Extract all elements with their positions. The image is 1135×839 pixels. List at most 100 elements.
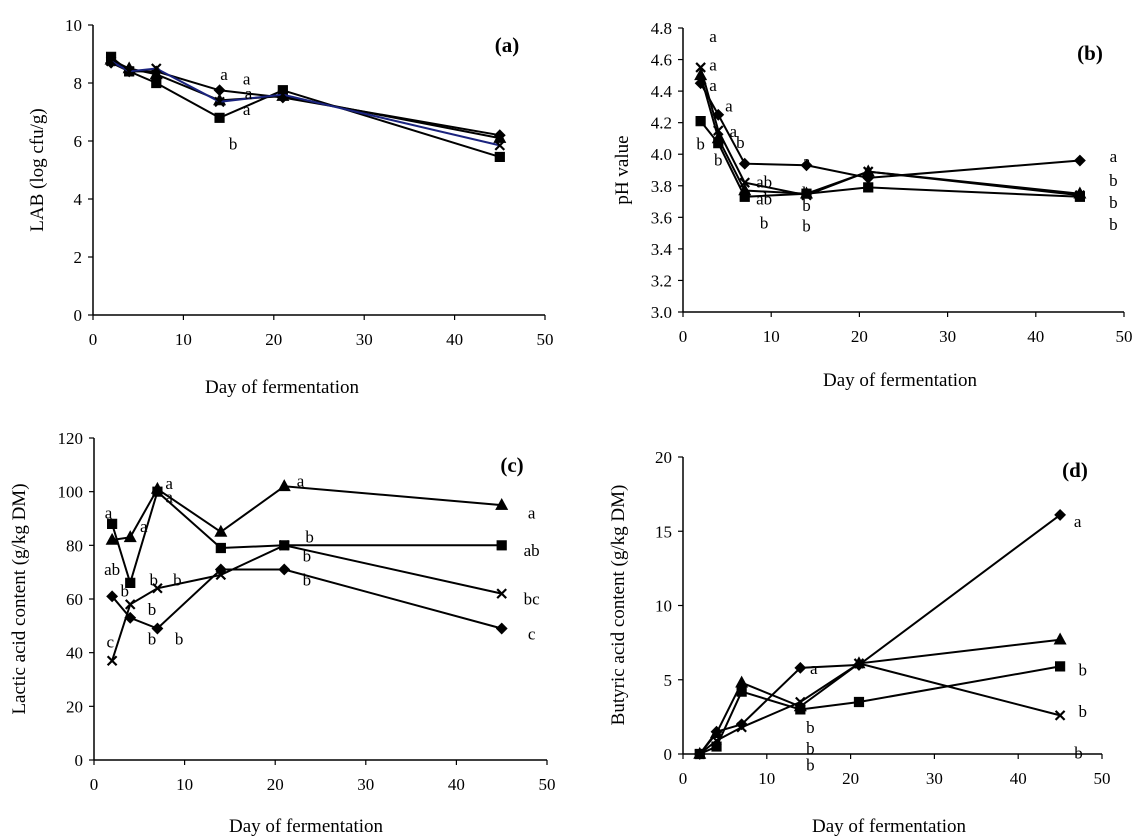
data-point-cross — [853, 658, 865, 669]
y-tick-label: 3.6 — [651, 208, 672, 227]
x-tick-label: 10 — [758, 769, 775, 788]
data-point-square — [853, 696, 865, 708]
x-tick-label: 30 — [926, 769, 943, 788]
data-point-triangle — [735, 675, 749, 688]
x-tick-label: 40 — [448, 775, 465, 794]
significance-label: b — [1109, 193, 1118, 212]
significance-label: bc — [524, 589, 541, 608]
significance-label: b — [760, 213, 769, 232]
y-tick-label: 4 — [74, 190, 83, 209]
x-tick-label: 10 — [176, 775, 193, 794]
data-point-diamond — [794, 661, 807, 674]
x-tick-label: 10 — [175, 330, 192, 349]
y-tick-label: 3.8 — [651, 177, 672, 196]
series-line-cross — [111, 544, 502, 662]
x-tick-label: 0 — [679, 769, 688, 788]
chart-panel-4: 0 10 20 30 40 50 0 5 10 15 20 Day of fermentation Bu… — [608, 448, 1111, 837]
significance-label: b — [303, 546, 312, 565]
data-point-triangle — [1053, 632, 1067, 645]
data-point-triangle — [277, 479, 291, 492]
x-axis-title: Day of fermentation — [812, 816, 967, 837]
series-line-square — [699, 665, 1061, 755]
data-point-diamond — [738, 157, 751, 170]
significance-label: a — [709, 56, 717, 75]
data-point-diamond — [278, 563, 291, 576]
x-axis-title: Day of fermentation — [229, 816, 384, 837]
y-axis-title: pH value — [612, 135, 633, 204]
significance-label: b — [806, 755, 815, 774]
data-point-triangle — [105, 532, 119, 545]
x-tick-label: 10 — [763, 327, 780, 346]
data-point-cross — [694, 748, 706, 760]
data-point-cross — [123, 66, 135, 77]
y-tick-label: 4.8 — [651, 19, 672, 38]
series-line-square — [110, 56, 501, 158]
y-tick-label: 0 — [664, 745, 673, 764]
x-tick-label: 40 — [1027, 327, 1044, 346]
significance-label: b — [696, 134, 705, 153]
y-tick-label: 20 — [66, 697, 83, 716]
series-line-square — [111, 489, 502, 587]
y-tick-label: 4.0 — [651, 145, 672, 164]
data-point-square — [863, 182, 874, 193]
data-point-cross — [215, 569, 227, 581]
data-point-cross — [711, 735, 722, 746]
data-point-diamond — [1073, 154, 1086, 167]
significance-label: b — [121, 581, 130, 600]
data-point-cross — [496, 588, 507, 599]
data-point-square — [496, 540, 507, 551]
y-tick-label: 2 — [74, 248, 83, 267]
significance-label: a — [220, 65, 228, 84]
significance-label: b — [806, 718, 815, 737]
series-line-cross — [699, 67, 1081, 197]
x-axis-title: Day of fermentation — [823, 370, 978, 391]
data-point-cross — [1074, 189, 1086, 201]
significance-label: a — [245, 84, 253, 103]
data-point-square — [151, 77, 162, 89]
significance-label: b — [802, 217, 811, 236]
x-tick-label: 50 — [537, 330, 554, 349]
x-tick-label: 20 — [267, 775, 284, 794]
y-tick-label: 120 — [58, 429, 84, 448]
x-tick-label: 20 — [851, 327, 868, 346]
data-point-cross — [736, 721, 747, 733]
significance-label: b — [802, 183, 811, 202]
significance-label: b — [1078, 702, 1087, 721]
y-tick-label: 40 — [66, 644, 83, 663]
series-line-cross — [699, 662, 1061, 755]
x-tick-label: 20 — [265, 330, 282, 349]
data-point-square — [215, 542, 226, 554]
data-point-square — [494, 151, 505, 163]
data-point-square — [214, 112, 225, 123]
significance-label: a — [1110, 147, 1118, 166]
data-point-cross — [124, 599, 136, 610]
data-point-triangle — [493, 130, 507, 143]
data-point-diamond — [151, 622, 164, 635]
significance-label: a — [810, 659, 818, 678]
data-point-triangle — [123, 530, 137, 543]
y-axis-title: LAB (log cfu/g) — [27, 108, 48, 231]
significance-label: b — [150, 571, 159, 590]
data-point-cross — [151, 63, 162, 74]
y-tick-label: 10 — [65, 16, 82, 35]
data-point-cross — [1054, 710, 1066, 721]
significance-label: ab — [524, 541, 540, 560]
y-tick-label: 8 — [74, 74, 83, 93]
data-point-triangle — [710, 726, 724, 739]
data-point-cross — [695, 62, 706, 73]
significance-label: a — [105, 504, 113, 523]
data-point-cross — [106, 655, 118, 666]
data-point-diamond — [1054, 508, 1067, 521]
data-point-cross — [152, 582, 163, 594]
y-tick-label: 3.0 — [651, 303, 672, 322]
y-tick-label: 20 — [655, 448, 672, 467]
x-tick-label: 0 — [89, 330, 98, 349]
significance-label: a — [165, 487, 173, 506]
x-axis-title: Day of fermentation — [205, 377, 360, 398]
y-tick-label: 6 — [74, 132, 83, 151]
y-tick-label: 15 — [655, 522, 672, 541]
significance-label: b — [173, 571, 182, 590]
significance-label: a — [709, 27, 717, 46]
y-tick-label: 3.2 — [651, 271, 672, 290]
